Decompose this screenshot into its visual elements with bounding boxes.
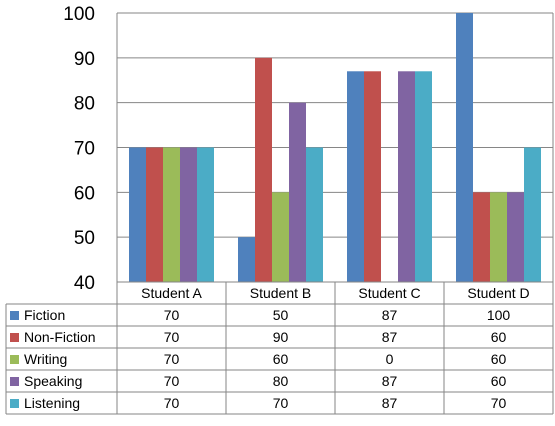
- category-label: Student B: [250, 285, 312, 301]
- legend-label: Fiction: [24, 307, 65, 323]
- legend-swatch: [10, 377, 19, 386]
- bar-fiction: [238, 237, 255, 282]
- data-label: 0: [386, 351, 394, 367]
- bar-non-fiction: [255, 57, 272, 283]
- legend-label: Speaking: [24, 373, 82, 389]
- legend-swatch: [10, 399, 19, 408]
- y-tick-label: 80: [74, 94, 95, 115]
- y-tick-label: 100: [63, 4, 95, 25]
- data-label: 70: [164, 351, 180, 367]
- bar-non-fiction: [364, 71, 381, 283]
- category-label: Student A: [141, 285, 202, 301]
- bar-speaking: [289, 102, 306, 283]
- bar-writing: [490, 192, 507, 282]
- data-label: 87: [382, 395, 398, 411]
- legend-label: Non-Fiction: [24, 329, 96, 345]
- data-label: 70: [491, 395, 507, 411]
- legend-swatch: [10, 355, 19, 364]
- data-label: 87: [382, 307, 398, 323]
- y-tick-label: 70: [74, 139, 95, 160]
- legend-swatch: [10, 311, 19, 320]
- bars: [129, 13, 541, 283]
- category-label: Student C: [358, 285, 420, 301]
- bar-listening: [415, 71, 432, 283]
- data-label: 100: [487, 307, 511, 323]
- legend-label: Writing: [24, 351, 67, 367]
- data-label: 87: [382, 329, 398, 345]
- data-label: 50: [273, 307, 289, 323]
- data-label: 80: [273, 373, 289, 389]
- bar-speaking: [507, 192, 524, 282]
- bar-fiction: [456, 13, 473, 282]
- y-tick-label: 60: [74, 183, 95, 204]
- bar-writing: [272, 192, 289, 282]
- y-tick-label: 50: [74, 228, 95, 249]
- bar-fiction: [129, 147, 146, 282]
- data-table: Student A Student B Student C Student D Fict…: [5, 281, 554, 415]
- data-label: 70: [164, 307, 180, 323]
- bar-speaking: [180, 147, 197, 282]
- y-tick-label: 40: [74, 273, 95, 294]
- bar-listening: [306, 147, 323, 282]
- bar-writing: [163, 147, 180, 282]
- bar-listening: [197, 147, 214, 282]
- bar-fiction: [347, 71, 364, 283]
- y-axis-ticks: 40 50 60 70 80 90 100: [63, 4, 95, 294]
- legend-label: Listening: [24, 395, 80, 411]
- y-tick-label: 90: [74, 49, 95, 70]
- data-label: 70: [164, 329, 180, 345]
- data-label: 60: [491, 329, 507, 345]
- bar-listening: [524, 147, 541, 282]
- data-label: 90: [273, 329, 289, 345]
- data-label: 60: [273, 351, 289, 367]
- bar-non-fiction: [146, 147, 163, 282]
- legend-swatch: [10, 333, 19, 342]
- bar-non-fiction: [473, 192, 490, 282]
- data-label: 70: [273, 395, 289, 411]
- data-label: 70: [164, 373, 180, 389]
- data-label: 70: [164, 395, 180, 411]
- category-label: Student D: [467, 285, 529, 301]
- data-label: 60: [491, 351, 507, 367]
- data-label: 60: [491, 373, 507, 389]
- data-label: 87: [382, 373, 398, 389]
- bar-speaking: [398, 71, 415, 283]
